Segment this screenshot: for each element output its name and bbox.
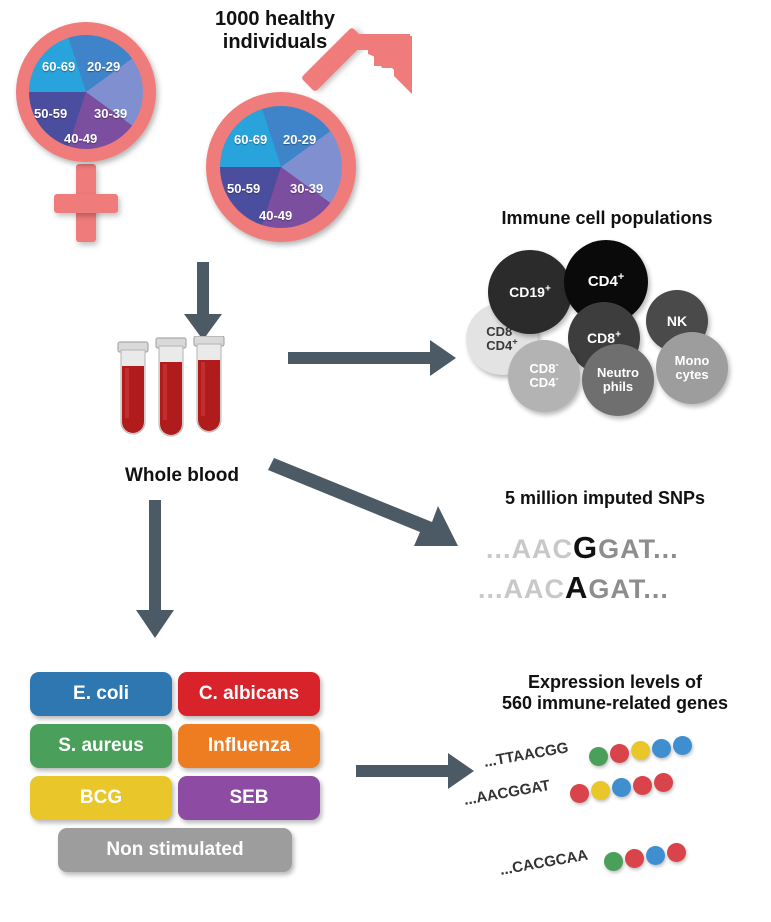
strand-1-bead-4 [652,739,671,758]
expression-title: Expression levels of 560 immune-related … [470,672,760,714]
cell-label-cd19pos: CD19+ [509,283,551,300]
snp-seq2-suffix: GAT... [588,574,669,604]
female-slice-label-30-39: 30-39 [94,106,128,121]
arrow-cohort-to-blood [184,262,222,340]
stimulus-s-aureus[interactable]: S. aureus [30,724,172,768]
stimuli-grid: E. coli C. albicans S. aureus Influenza … [30,672,340,902]
female-symbol: 20-29 30-39 40-49 50-59 60-69 [8,14,188,244]
male-symbol: 20-29 30-39 40-49 50-59 60-69 [198,27,428,250]
female-stem-horizontal [54,194,118,213]
expression-strands: ...TTAACGG ...AACGGAT ...CACGCAA [462,736,762,910]
arrow-stimuli-to-expression [356,753,474,789]
male-slice-label-40-49: 40-49 [259,208,293,223]
strand-3-bead-2 [625,849,644,868]
snps-title: 5 million imputed SNPs [504,488,706,508]
arrow-blood-to-stimuli [136,500,174,638]
female-slice-label-60-69: 60-69 [42,59,76,74]
strand-1-bead-3 [631,741,650,760]
strand-1-bead-1 [589,747,608,766]
cohort-title-line1: 1000 healthy [214,8,336,30]
arrow-blood-to-snps [268,458,458,546]
male-slice-label-50-59: 50-59 [227,181,261,196]
cell-label-cd8pos: CD8+ [587,329,621,346]
stimulus-e-coli[interactable]: E. coli [30,672,172,716]
male-slice-label-20-29: 20-29 [283,132,317,147]
female-slice-label-40-49: 40-49 [64,131,98,146]
male-slice-label-30-39: 30-39 [290,181,324,196]
cell-monocytes: Mono cytes [656,332,728,404]
cell-neutrophils: Neutro phils [582,344,654,416]
snp-seq2-prefix: ...AAC [478,574,565,604]
stimulus-non-stimulated[interactable]: Non stimulated [58,828,292,872]
blood-tubes [108,335,258,456]
expression-title-line1: Expression levels of [527,672,703,692]
strand-2-bead-3 [612,778,631,797]
stimulus-seb[interactable]: SEB [178,776,320,820]
strand-1-bead-5 [673,736,692,755]
expression-title-line2: 560 immune-related genes [501,692,729,713]
cell-label-monocytes: Mono cytes [674,353,710,382]
cell-label-cd4pos: CD4+ [587,271,625,291]
cell-cd19pos: CD19+ [488,250,572,334]
strand-3-bead-4 [667,843,686,862]
female-slice-label-20-29: 20-29 [87,59,121,74]
immune-populations-title: Immune cell populations [501,208,713,228]
male-slice-label-60-69: 60-69 [234,132,268,147]
strand-2-bead-1 [570,784,589,803]
snp-seq1-prefix: ...AAC [486,534,573,564]
strand-3-sequence: ...CACGCAA [498,846,590,879]
cell-label-neutrophils: Neutro phils [597,365,639,394]
cell-label-cd8neg-cd4neg: CD8- CD4- [529,360,559,390]
cohort-title: 1000 healthy individuals [150,8,400,54]
immune-cell-cluster: CD8+CD4+ CD19+ CD4+ NK CD8+ CD8-CD4- Neu… [460,240,760,420]
strand-1-bead-2 [610,744,629,763]
strand-2-bead-2 [591,781,610,800]
cell-label-nk: NK [666,312,688,329]
male-arrowhead-icon [354,34,412,94]
male-age-pie [220,106,342,228]
strand-2-bead-5 [654,773,673,792]
whole-blood-label: Whole blood [125,465,239,486]
snp-seq1-suffix: GAT... [598,534,679,564]
cell-cd8neg-cd4neg: CD8- CD4- [508,340,580,412]
strand-1-sequence: ...TTAACGG [482,739,570,771]
female-age-pie [29,35,143,149]
strand-3-bead-3 [646,846,665,865]
snp-sequence-row-1: ...AACGGAT... [486,530,679,566]
strand-2-sequence: ...AACGGAT [462,776,552,809]
snp-seq2-variant: A [565,570,589,605]
stimulus-influenza[interactable]: Influenza [178,724,320,768]
cohort-title-line2: individuals [222,31,328,54]
arrow-blood-to-immune [288,340,456,376]
strand-2-bead-4 [633,776,652,795]
stimulus-bcg[interactable]: BCG [30,776,172,820]
snp-seq1-variant: G [573,530,599,565]
female-slice-label-50-59: 50-59 [34,106,68,121]
snp-sequence-row-2: ...AACAGAT... [478,570,669,606]
stimulus-c-albicans[interactable]: C. albicans [178,672,320,716]
strand-3-bead-1 [604,852,623,871]
